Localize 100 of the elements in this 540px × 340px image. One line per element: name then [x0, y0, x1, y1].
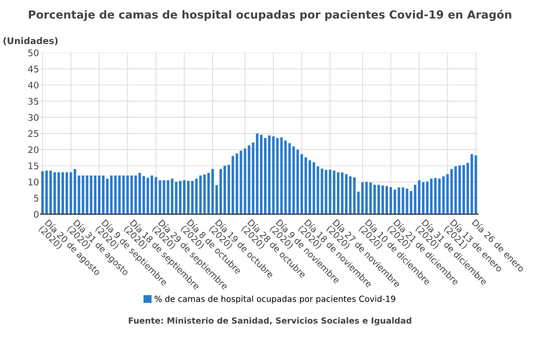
bar	[260, 134, 262, 214]
bar	[406, 188, 408, 214]
bar	[340, 172, 344, 214]
y-tick-label: 45	[28, 66, 38, 72]
bar	[240, 150, 242, 214]
bar	[308, 160, 312, 214]
bar	[369, 182, 372, 214]
bar	[248, 145, 250, 214]
bar	[118, 175, 121, 214]
bar	[284, 140, 287, 214]
bar	[442, 176, 445, 214]
bar	[207, 172, 210, 214]
bar	[130, 175, 133, 214]
bar	[219, 168, 222, 214]
bar	[438, 178, 441, 214]
bar	[154, 177, 158, 214]
bar	[381, 185, 384, 214]
bar	[114, 175, 117, 214]
bar	[349, 176, 352, 214]
y-tick-label: 50	[28, 49, 39, 56]
bar	[170, 178, 174, 214]
bar	[122, 175, 125, 214]
bar	[98, 175, 100, 214]
bar	[62, 172, 64, 214]
y-tick-label: 15	[28, 162, 38, 170]
bar	[146, 178, 150, 214]
bar	[57, 172, 60, 214]
bar	[373, 184, 376, 214]
bar	[174, 182, 178, 214]
legend-label: % de camas de hospital ocupadas por pacientes Covid-19	[154, 296, 396, 304]
bar	[272, 136, 275, 214]
bar	[394, 190, 396, 214]
bar	[386, 186, 388, 214]
chart-title: Porcentaje de camas de hospital ocupadas por pacientes Covid-19 en Aragón	[28, 10, 512, 21]
bar	[288, 143, 291, 214]
bar	[426, 182, 429, 214]
y-axis-title: (Unidades)	[3, 37, 58, 46]
bar	[361, 182, 364, 214]
bar	[86, 175, 88, 214]
bar	[195, 178, 198, 214]
y-tick-label: 30	[28, 114, 39, 121]
bar	[82, 175, 84, 214]
bar	[53, 172, 56, 214]
bar	[45, 170, 48, 214]
bar	[414, 184, 416, 214]
bar	[199, 175, 202, 214]
bar	[336, 172, 340, 214]
bar	[474, 155, 478, 214]
y-tick-label: 35	[28, 98, 38, 105]
bar	[94, 175, 96, 214]
bar	[41, 171, 44, 214]
bar	[142, 176, 146, 214]
bar	[90, 175, 92, 214]
bar	[191, 180, 194, 214]
bar	[320, 168, 324, 214]
bar	[324, 170, 328, 214]
bar	[162, 180, 166, 214]
bar	[126, 175, 129, 214]
bar	[365, 182, 368, 214]
bar	[316, 166, 320, 214]
bar	[332, 170, 336, 214]
bar	[377, 184, 380, 214]
bar	[66, 172, 68, 214]
bar	[110, 175, 113, 214]
bar	[74, 168, 76, 214]
bar	[353, 177, 356, 214]
bar	[276, 138, 279, 214]
y-tick-label: 40	[28, 82, 39, 89]
bar	[211, 168, 214, 214]
bar	[328, 170, 332, 214]
bar	[296, 150, 299, 214]
bar	[450, 168, 453, 214]
y-tick-label: 10	[28, 178, 39, 186]
bar	[268, 135, 271, 214]
bar	[390, 187, 392, 214]
bar	[158, 180, 162, 214]
y-tick-label: 0	[34, 210, 39, 218]
bar	[292, 146, 295, 214]
bar	[264, 138, 267, 214]
bar	[166, 180, 170, 214]
bar	[232, 156, 234, 214]
y-tick-label: 25	[28, 130, 38, 138]
bar	[224, 166, 226, 214]
bar	[418, 180, 420, 214]
y-tick-label: 20	[28, 146, 39, 154]
bar	[312, 162, 316, 214]
bar	[422, 182, 424, 214]
y-tick-label: 5	[34, 194, 38, 202]
bar	[280, 137, 283, 214]
bar	[178, 180, 182, 214]
bar	[462, 165, 465, 214]
source-note: Fuente: Ministerio de Sanidad, Servicios Sociales e Igualdad	[128, 317, 412, 326]
bar	[430, 178, 433, 214]
bar	[256, 133, 258, 214]
bar	[304, 157, 308, 214]
bar	[138, 172, 141, 214]
bar	[402, 187, 404, 214]
bar	[434, 178, 437, 214]
bar	[183, 180, 186, 214]
bar	[106, 178, 109, 214]
